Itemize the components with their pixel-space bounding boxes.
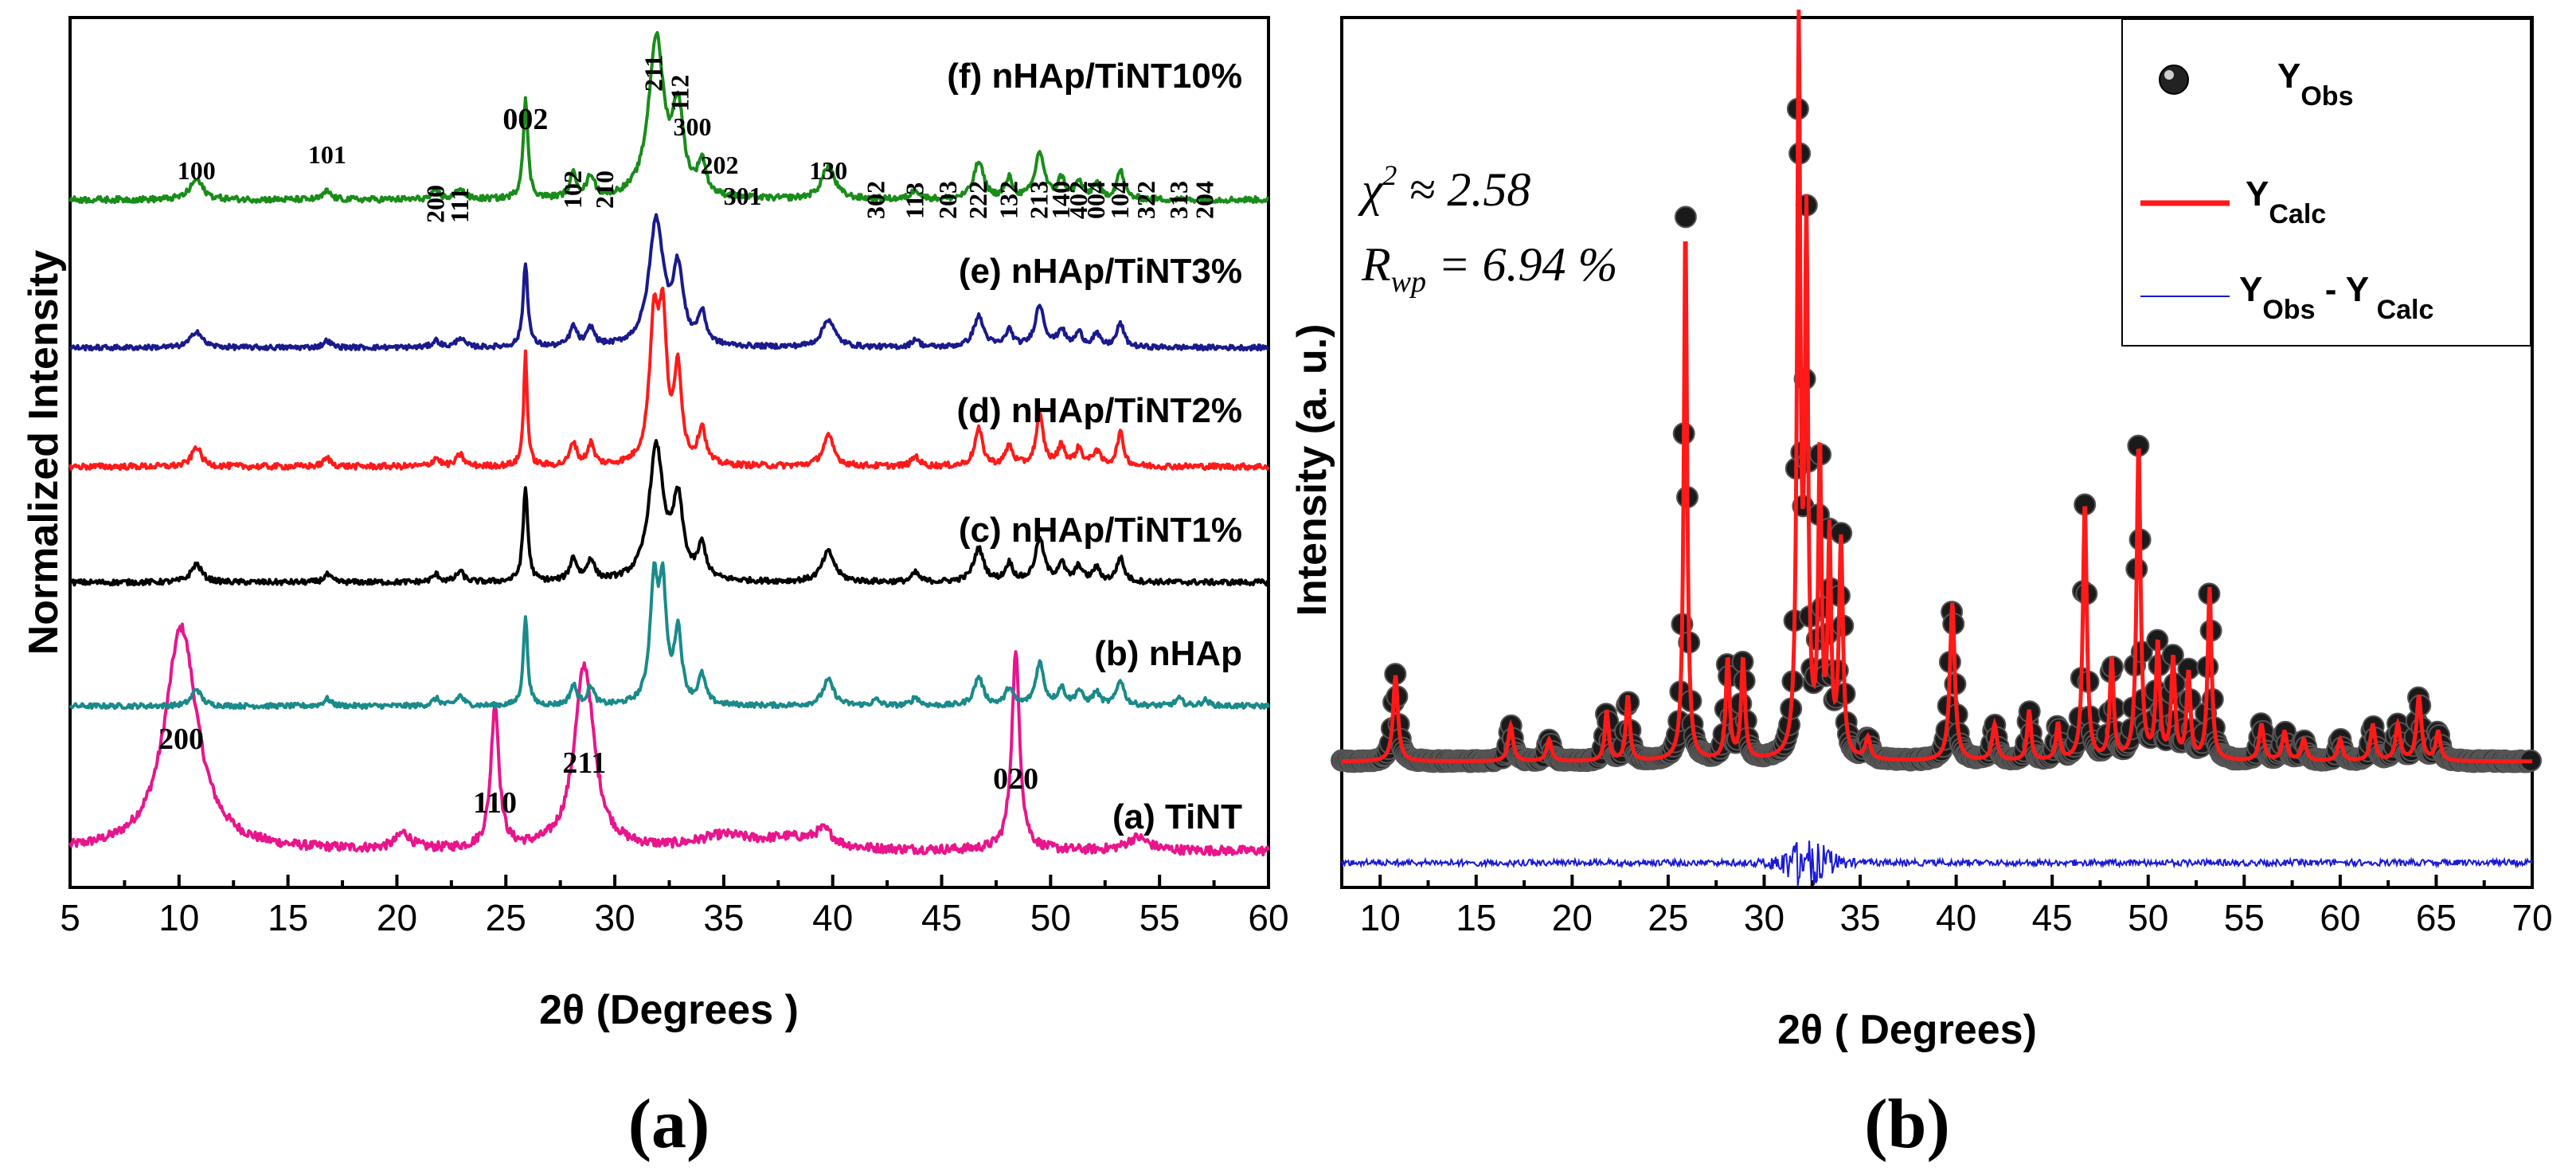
- hkl-label-hap: 302: [862, 181, 890, 219]
- panel-a-x-axis: 5 10 15 20 25 30 35 40 45 50 55 60: [60, 875, 1289, 938]
- series-line: [68, 213, 1269, 352]
- series-label: (d) nHAp/TiNT2%: [957, 391, 1243, 430]
- series-line: [68, 31, 1269, 205]
- panel-b-series: [1331, 10, 2543, 886]
- x-tick-label: 55: [2224, 897, 2265, 938]
- hkl-label-hap: 322: [1132, 181, 1160, 219]
- panel-a-series-labels: (a) TiNT (b) nHAp (c) nHAp/TiNT1% (d) nHAp/…: [947, 57, 1242, 836]
- hkl-label-tint: 020: [993, 762, 1038, 796]
- series-label: (a) TiNT: [1112, 797, 1242, 836]
- x-tick-label: 50: [2128, 897, 2168, 938]
- legend-box: [2121, 18, 2531, 347]
- hkl-label-hap: 222: [964, 181, 992, 219]
- hkl-label-hap: 203: [933, 181, 962, 219]
- x-tick-label: 55: [1139, 897, 1180, 938]
- x-tick-label: 35: [1839, 897, 1880, 938]
- hkl-label-hap: 200: [421, 185, 450, 223]
- x-tick-label: 35: [703, 897, 744, 938]
- hkl-label-hap: 300: [673, 112, 711, 141]
- hkl-label-hap: 211: [639, 55, 667, 92]
- panel-b-x-axis-title: 2θ ( Degrees): [1777, 1007, 2037, 1053]
- observed-point: [1674, 206, 1697, 229]
- hkl-label-hap: 112: [665, 75, 694, 112]
- series-label: (c) nHAp/TiNT1%: [959, 511, 1242, 550]
- hkl-label-hap: 313: [1164, 181, 1193, 219]
- x-tick-label: 30: [1744, 897, 1784, 938]
- legend: YObs YCalc YObs - Y Calc: [2121, 18, 2531, 347]
- x-tick-label: 40: [812, 897, 853, 938]
- series-label: (e) nHAp/TiNT3%: [959, 252, 1242, 291]
- x-tick-label: 25: [1648, 897, 1688, 938]
- panel-a-series: [68, 31, 1270, 857]
- panel-a-x-axis-title: 2θ (Degrees ): [539, 987, 799, 1033]
- x-tick-label: 15: [1456, 897, 1496, 938]
- hkl-label-hap: 113: [901, 182, 929, 219]
- hkl-label-hap: 101: [308, 140, 346, 169]
- legend-marker-obs: [2159, 65, 2189, 95]
- x-tick-label: 30: [595, 897, 635, 938]
- hkl-label-hap: 130: [809, 156, 847, 185]
- hkl-label-hap: 132: [994, 181, 1022, 219]
- hkl-label-tint: 200: [158, 723, 204, 756]
- hkl-label-hap: 002: [502, 103, 548, 136]
- panel-a-chart: 5 10 15 20 25 30 35 40 45 50 55 60 200 110 211 020 100 1…: [21, 16, 1289, 1163]
- hkl-label-tint: 211: [562, 746, 606, 780]
- series-label: (b) nHAp: [1094, 634, 1242, 673]
- x-tick-label: 60: [2320, 897, 2360, 938]
- legend-label-obs: YObs: [2277, 57, 2353, 112]
- panel-a-plot-frame: [68, 16, 1270, 889]
- hkl-label-hap: 202: [701, 151, 739, 179]
- panel-a-y-axis-title: Normalized Intensity: [21, 250, 67, 656]
- panel-b-plot-frame: [1340, 16, 2534, 889]
- hkl-label-hap: 111: [445, 188, 474, 223]
- x-tick-label: 10: [1360, 897, 1401, 938]
- panel-b-label: (b): [1864, 1086, 1950, 1163]
- x-tick-label: 5: [60, 897, 80, 938]
- difference-line: [1341, 840, 2533, 886]
- hkl-label-hap: 213: [1025, 181, 1053, 219]
- series-label: (f) nHAp/TiNT10%: [947, 57, 1242, 96]
- hkl-label-tint: 110: [473, 786, 517, 820]
- calculated-line: [1342, 10, 2532, 764]
- x-tick-label: 45: [2032, 897, 2073, 938]
- x-tick-label: 20: [377, 897, 417, 938]
- series-line: [68, 439, 1269, 587]
- hkl-label-hap: 301: [724, 182, 762, 210]
- hkl-label-hap: 140: [1046, 181, 1075, 219]
- legend-label-calc: YCalc: [2246, 174, 2326, 229]
- hkl-label-hap: 204: [1190, 181, 1219, 219]
- legend-label-diff: YObs - Y Calc: [2239, 270, 2433, 325]
- x-tick-label: 25: [486, 897, 526, 938]
- panel-a-label: (a): [628, 1086, 710, 1163]
- x-tick-label: 45: [921, 897, 962, 938]
- panel-b-chart: 10 15 20 25 30 35 40 45 50 55 60 65 70 2θ ( Degrees)…: [1289, 10, 2553, 1163]
- hkl-label-hap: 100: [178, 156, 216, 185]
- x-tick-label: 50: [1030, 897, 1071, 938]
- series-line: [68, 561, 1270, 711]
- hkl-label-hap: 004: [1081, 181, 1110, 219]
- hkl-label-hap: 402: [1064, 181, 1093, 219]
- x-tick-label: 15: [268, 897, 308, 938]
- x-tick-label: 10: [158, 897, 199, 938]
- chi-square-text: χ2 ≈ 2.58: [1358, 159, 1530, 216]
- series-line: [68, 622, 1270, 857]
- hkl-label-hap: 102: [558, 170, 587, 209]
- x-tick-label: 60: [1248, 897, 1288, 938]
- x-tick-label: 70: [2512, 897, 2552, 938]
- x-tick-label: 65: [2416, 897, 2457, 938]
- hkl-label-hap: 104: [1105, 181, 1134, 219]
- x-tick-label: 20: [1552, 897, 1593, 938]
- rwp-text: Rwp = 6.94 %: [1361, 238, 1617, 299]
- x-tick-label: 40: [1936, 897, 1976, 938]
- hkl-label-hap: 210: [590, 170, 619, 209]
- panel-b-x-axis: 10 15 20 25 30 35 40 45 50 55 60 65 70: [1360, 875, 2553, 938]
- legend-marker-highlight: [2164, 70, 2174, 80]
- series-line: [68, 286, 1270, 472]
- panel-b-y-axis-title: Intensity (a. u.): [1289, 324, 1335, 617]
